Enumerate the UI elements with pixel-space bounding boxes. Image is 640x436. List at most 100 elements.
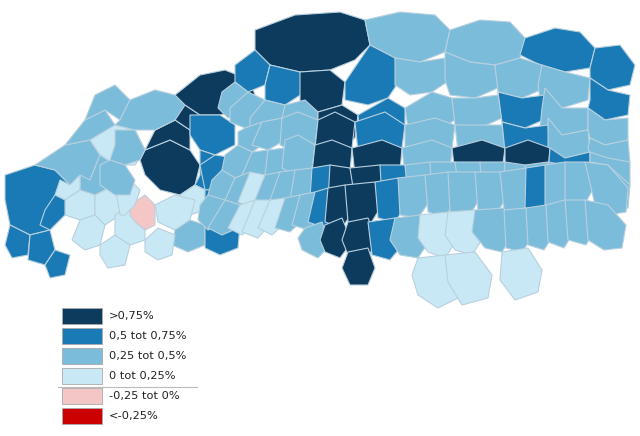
Polygon shape [342, 218, 378, 260]
Polygon shape [588, 108, 628, 145]
Polygon shape [300, 70, 345, 112]
Polygon shape [398, 175, 432, 218]
Polygon shape [130, 195, 155, 230]
Polygon shape [155, 195, 195, 230]
Polygon shape [588, 78, 630, 120]
Polygon shape [65, 110, 115, 145]
Polygon shape [265, 65, 305, 105]
Polygon shape [28, 230, 55, 265]
Polygon shape [258, 198, 288, 235]
FancyBboxPatch shape [62, 368, 102, 384]
Polygon shape [355, 112, 405, 158]
Polygon shape [565, 162, 595, 210]
Polygon shape [445, 252, 492, 305]
Polygon shape [520, 28, 595, 72]
Polygon shape [85, 85, 130, 120]
Polygon shape [590, 152, 630, 188]
Polygon shape [100, 235, 130, 268]
Polygon shape [208, 200, 240, 235]
Polygon shape [5, 225, 30, 258]
Polygon shape [90, 125, 145, 165]
Polygon shape [325, 185, 355, 228]
Polygon shape [418, 212, 458, 258]
Polygon shape [282, 135, 315, 175]
Polygon shape [55, 175, 80, 200]
Polygon shape [242, 200, 272, 238]
Polygon shape [208, 170, 235, 205]
Polygon shape [235, 50, 270, 92]
Polygon shape [222, 145, 252, 178]
Polygon shape [298, 222, 330, 258]
Polygon shape [318, 105, 358, 148]
Polygon shape [140, 140, 200, 195]
Polygon shape [238, 172, 268, 208]
Polygon shape [175, 70, 255, 115]
Polygon shape [280, 100, 318, 142]
Polygon shape [145, 228, 175, 260]
Polygon shape [500, 168, 534, 215]
Polygon shape [205, 188, 240, 220]
Polygon shape [402, 140, 452, 180]
Polygon shape [200, 155, 240, 190]
Polygon shape [548, 148, 590, 180]
Polygon shape [228, 200, 258, 235]
Polygon shape [250, 100, 285, 138]
Polygon shape [35, 140, 100, 185]
Text: <-0,25%: <-0,25% [109, 411, 159, 421]
Polygon shape [538, 65, 590, 108]
Polygon shape [565, 162, 595, 205]
Polygon shape [280, 112, 318, 152]
Polygon shape [390, 215, 430, 258]
Polygon shape [115, 180, 140, 215]
Polygon shape [255, 12, 370, 72]
Polygon shape [565, 200, 600, 245]
Polygon shape [502, 122, 550, 158]
Polygon shape [308, 188, 338, 228]
Polygon shape [290, 168, 318, 205]
Polygon shape [342, 248, 375, 285]
Polygon shape [45, 250, 70, 278]
Polygon shape [72, 215, 105, 250]
Polygon shape [365, 12, 450, 62]
Polygon shape [328, 165, 358, 205]
Polygon shape [585, 162, 628, 215]
Polygon shape [310, 165, 338, 202]
Polygon shape [270, 170, 300, 205]
Polygon shape [252, 118, 285, 150]
Polygon shape [448, 172, 482, 218]
Polygon shape [155, 105, 200, 130]
Polygon shape [95, 185, 125, 225]
FancyBboxPatch shape [62, 408, 102, 424]
Polygon shape [590, 45, 635, 90]
Polygon shape [358, 98, 405, 142]
Text: 0,25 tot 0,5%: 0,25 tot 0,5% [109, 351, 186, 361]
Polygon shape [315, 112, 355, 158]
Polygon shape [412, 255, 462, 308]
Polygon shape [545, 162, 575, 208]
Polygon shape [445, 210, 485, 255]
Polygon shape [238, 122, 268, 152]
Polygon shape [5, 165, 70, 235]
Polygon shape [115, 90, 190, 130]
Polygon shape [312, 140, 352, 180]
Text: >0,75%: >0,75% [109, 311, 155, 321]
Polygon shape [65, 190, 95, 220]
Polygon shape [405, 162, 438, 202]
Polygon shape [352, 140, 402, 182]
Polygon shape [172, 220, 205, 252]
Polygon shape [320, 218, 352, 258]
Polygon shape [110, 130, 145, 165]
Polygon shape [480, 162, 512, 202]
Polygon shape [452, 140, 505, 182]
Polygon shape [588, 138, 630, 168]
Polygon shape [504, 208, 536, 252]
Polygon shape [230, 92, 265, 128]
Polygon shape [255, 172, 285, 205]
Polygon shape [546, 200, 578, 248]
Polygon shape [452, 95, 502, 128]
FancyBboxPatch shape [62, 388, 102, 404]
Polygon shape [590, 162, 630, 210]
Polygon shape [405, 118, 455, 158]
Polygon shape [505, 140, 550, 182]
Polygon shape [350, 165, 388, 205]
